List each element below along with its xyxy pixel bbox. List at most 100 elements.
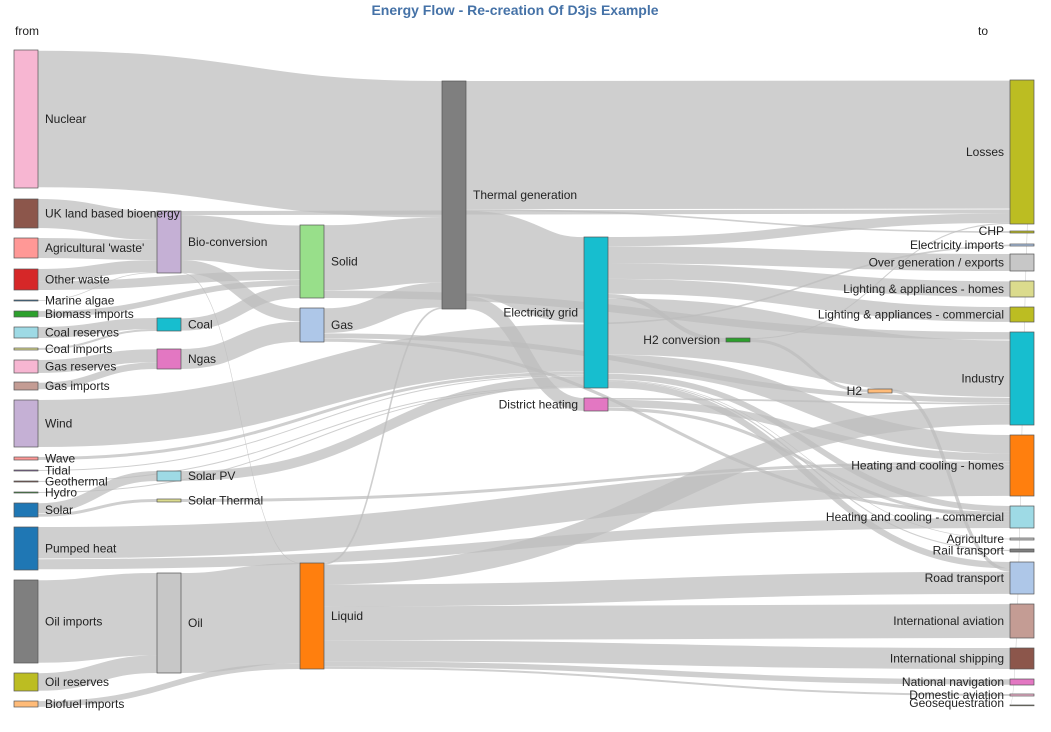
node-oil-reserves[interactable] [13,672,39,692]
label-electricity-grid: Electricity grid [503,306,578,320]
node-heating-and-cooling-homes[interactable] [1009,434,1035,497]
node-heating-and-cooling-commercial[interactable] [1009,505,1035,529]
label-h2: H2 [847,384,863,398]
label-pumped-heat: Pumped heat [45,542,117,556]
node-liquid[interactable] [299,562,325,670]
link-electricity-grid-to-h2-conversion [607,293,727,342]
label-wind: Wind [45,417,72,431]
label-industry: Industry [961,372,1004,386]
link-h2-conversion-to-losses [749,222,1011,340]
node-solar[interactable] [13,502,39,518]
link-solar-thermal-to-heating-and-cooling-homes [180,461,1011,502]
link-bio-conversion-to-solid [180,215,301,271]
node-uk-land-based-bioenergy[interactable] [13,198,39,229]
link-solar-to-solar-pv [37,471,158,514]
link-thermal-generation-to-chp [465,209,1011,233]
node-rail-transport[interactable] [1009,548,1035,553]
link-electricity-grid-to-road-transport [607,381,1011,569]
link-liquid-to-international-aviation [323,604,1011,641]
label-international-shipping: International shipping [890,652,1004,666]
node-solar-thermal[interactable] [156,498,182,503]
link-h2-conversion-to-h2 [749,339,869,393]
label-marine-algae: Marine algae [45,294,115,308]
node-industry[interactable] [1009,331,1035,426]
label-solar-pv: Solar PV [188,469,235,483]
node-biomass-imports[interactable] [13,310,39,318]
label-coal-reserves: Coal reserves [45,326,119,340]
node-h2[interactable] [867,388,893,394]
node-electricity-grid[interactable] [583,236,609,389]
label-gas-reserves: Gas reserves [45,360,116,374]
node-wave[interactable] [13,456,39,461]
link-h2-to-road-transport [891,389,1011,572]
label-bio-conversion: Bio-conversion [188,235,267,249]
node-oil[interactable] [156,572,182,674]
node-losses[interactable] [1009,79,1035,225]
node-gas-reserves[interactable] [13,359,39,374]
node-ngas[interactable] [156,348,182,370]
labels-layer: Nuclear UK land based bioenergy Agricultur… [45,112,1005,711]
node-hydro[interactable] [13,491,39,494]
label-hydro: Hydro [45,486,77,500]
link-agricultural-waste-to-bio-conversion [37,238,158,261]
node-over-generation-exports[interactable] [1009,253,1035,272]
label-losses: Losses [966,145,1004,159]
node-chp[interactable] [1009,230,1035,234]
label-ngas: Ngas [188,352,216,366]
node-gas-imports[interactable] [13,381,39,391]
label-oil: Oil [188,616,203,630]
node-solar-pv[interactable] [156,470,182,482]
node-lighting-appliances-homes[interactable] [1009,280,1035,298]
label-oil-imports: Oil imports [45,615,102,629]
link-liquid-to-national-navigation [323,661,1011,685]
link-other-waste-to-solid [37,270,301,291]
node-agricultural-waste[interactable] [13,237,39,259]
node-bio-conversion[interactable] [156,210,182,274]
node-lighting-appliances-commercial[interactable] [1009,306,1035,323]
node-biofuel-imports[interactable] [13,700,39,708]
label-electricity-imports: Electricity imports [910,238,1004,252]
link-electricity-grid-to-lighting-appliances-commercial [607,278,1011,322]
link-gas-to-thermal-generation [323,282,443,334]
node-thermal-generation[interactable] [441,80,467,310]
node-wind[interactable] [13,399,39,448]
link-solar-to-solar-thermal [37,499,158,517]
label-heating-and-cooling-commercial: Heating and cooling - commercial [826,510,1004,524]
node-nuclear[interactable] [13,49,39,189]
link-district-heating-to-industry [607,397,1011,405]
node-agriculture[interactable] [1009,537,1035,541]
label-gas-imports: Gas imports [45,379,110,393]
node-marine-algae[interactable] [13,299,39,302]
label-coal-imports: Coal imports [45,342,112,356]
link-bio-conversion-to-gas [180,259,301,322]
node-district-heating[interactable] [583,397,609,412]
link-district-heating-to-heating-and-cooling-homes [607,399,1011,462]
link-solid-to-thermal-generation [323,217,443,291]
node-national-navigation[interactable] [1009,678,1035,686]
node-gas[interactable] [299,307,325,343]
node-tidal[interactable] [13,469,39,472]
node-oil-imports[interactable] [13,579,39,664]
link-electricity-grid-to-heating-and-cooling-commercial [607,373,1011,512]
node-coal-imports[interactable] [13,347,39,351]
node-international-aviation[interactable] [1009,603,1035,639]
node-other-waste[interactable] [13,268,39,291]
label-solid: Solid [331,255,358,269]
link-other-waste-to-bio-conversion [37,260,158,282]
link-electricity-grid-to-agriculture [607,379,1011,540]
link-district-heating-to-heating-and-cooling-commercial [607,407,1011,518]
node-international-shipping[interactable] [1009,647,1035,670]
node-geosequestration[interactable] [1009,704,1035,707]
node-coal[interactable] [156,317,182,332]
node-coal-reserves[interactable] [13,326,39,339]
node-solid[interactable] [299,224,325,299]
node-electricity-imports[interactable] [1009,243,1035,247]
node-geothermal[interactable] [13,480,39,483]
node-h2-conversion[interactable] [725,337,751,343]
node-domestic-aviation[interactable] [1009,693,1035,697]
link-oil-imports-to-oil [37,573,158,663]
node-road-transport[interactable] [1009,561,1035,595]
node-pumped-heat[interactable] [13,526,39,571]
label-over-generation-exports: Over generation / exports [869,256,1004,270]
